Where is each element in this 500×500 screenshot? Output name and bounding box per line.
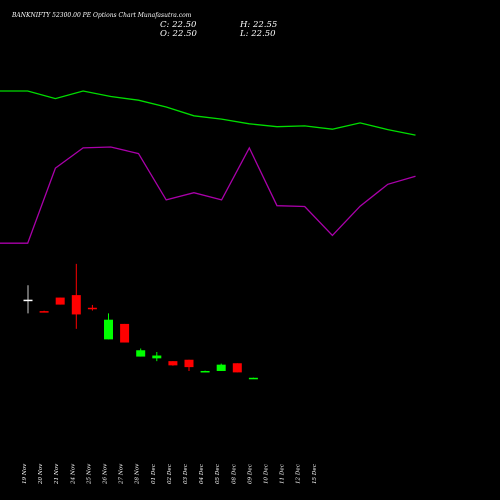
candle-body <box>216 364 226 371</box>
x-tick-label: 11 Dec <box>280 463 286 484</box>
candle-body <box>152 355 162 359</box>
x-tick-label: 26 Nov <box>103 463 109 485</box>
x-tick-label: 21 Nov <box>54 463 60 485</box>
x-tick-label: 09 Dec <box>247 463 253 484</box>
open-label: O: <box>160 29 170 39</box>
close-label: C: <box>160 20 170 30</box>
candle-body <box>136 350 146 357</box>
candle-body <box>248 377 258 380</box>
candle-body <box>87 307 97 310</box>
open-value: 22.50 <box>172 29 197 39</box>
x-tick-label: 25 Nov <box>86 463 92 485</box>
candle-body <box>120 323 130 343</box>
x-tick-label: 12 Dec <box>296 463 302 484</box>
candle-body <box>168 361 178 366</box>
low-value: 22.50 <box>251 29 276 39</box>
x-tick-label: 28 Nov <box>135 463 141 485</box>
candle-body <box>55 297 65 305</box>
low-readout: L: 22.50 <box>240 29 276 39</box>
x-tick-label: 19 Nov <box>22 463 28 484</box>
candle-body <box>200 370 210 373</box>
close-value: 22.50 <box>172 20 197 30</box>
high-value: 22.55 <box>252 20 278 30</box>
green-indicator-line <box>0 90 416 136</box>
purple-indicator-line <box>0 146 416 244</box>
x-tick-label: 02 Dec <box>167 463 173 484</box>
candle-body <box>184 359 194 368</box>
x-tick-label: 03 Dec <box>183 463 189 484</box>
high-label: H: <box>240 20 251 30</box>
candle-body <box>23 299 33 302</box>
x-tick-label: 24 Nov <box>70 463 76 485</box>
candle-body <box>71 295 81 315</box>
high-readout: H: 22.55 <box>240 20 277 30</box>
chart-title: BANKNIFTY 52300.00 PE Options Chart Muna… <box>12 12 192 19</box>
x-tick-label: 01 Dec <box>151 463 157 484</box>
candle-body <box>232 363 242 373</box>
x-tick-label: 20 Nov <box>38 463 44 485</box>
x-tick-label: 10 Dec <box>264 463 270 484</box>
candle-body <box>39 311 49 313</box>
x-tick-label: 04 Dec <box>199 463 205 484</box>
ohlc-readout: C: 22.50 H: 22.55 O: 22.50 L: 22.50 <box>160 20 310 40</box>
x-tick-label: 15 Dec <box>312 463 318 484</box>
low-label: L: <box>240 29 249 39</box>
x-tick-label: 27 Nov <box>119 463 125 485</box>
open-readout: O: 22.50 <box>160 29 197 39</box>
x-tick-label: 05 Dec <box>215 463 221 484</box>
candle-body <box>104 319 113 340</box>
close-readout: C: 22.50 <box>160 20 196 30</box>
x-tick-label: 08 Dec <box>231 463 237 484</box>
